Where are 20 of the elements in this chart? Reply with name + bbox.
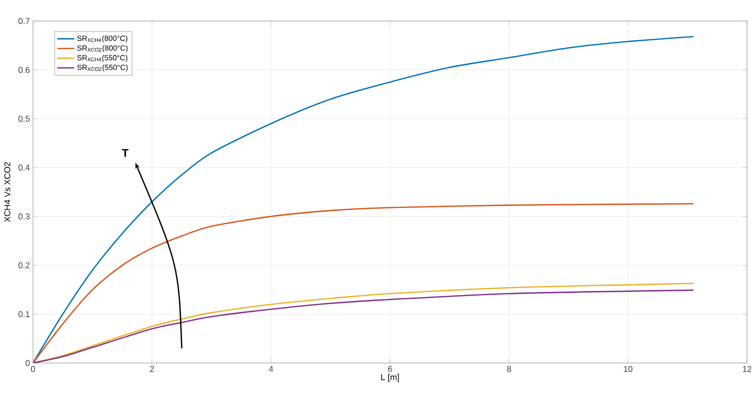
y-tick-label: 0 xyxy=(26,360,30,366)
x-tick-label: 8 xyxy=(507,366,512,372)
x-tick-label: 10 xyxy=(624,366,632,372)
x-tick-label: 6 xyxy=(388,366,392,372)
annotation: T xyxy=(122,149,128,157)
x-tick-label: 12 xyxy=(742,366,752,372)
y-tick-label: 0.4 xyxy=(18,164,30,171)
y-tick-label: 0.2 xyxy=(18,262,30,268)
x-tick-label: 0 xyxy=(30,366,36,372)
y-tick-label: 0.5 xyxy=(18,116,30,122)
x-tick-label: 4 xyxy=(268,366,274,372)
line-series xyxy=(33,36,694,363)
y-tick-label: 0.1 xyxy=(18,311,30,318)
y-tick-label: 0.7 xyxy=(18,18,30,24)
x-tick-label: 2 xyxy=(150,366,154,372)
y-tick-label: 0.3 xyxy=(18,213,30,220)
y-axis-title: XCH4 Vs XCO2 xyxy=(4,162,10,222)
line-series xyxy=(33,203,694,363)
y-tick-label: 0.6 xyxy=(18,66,30,73)
x-axis-title: L [m] xyxy=(381,374,399,382)
